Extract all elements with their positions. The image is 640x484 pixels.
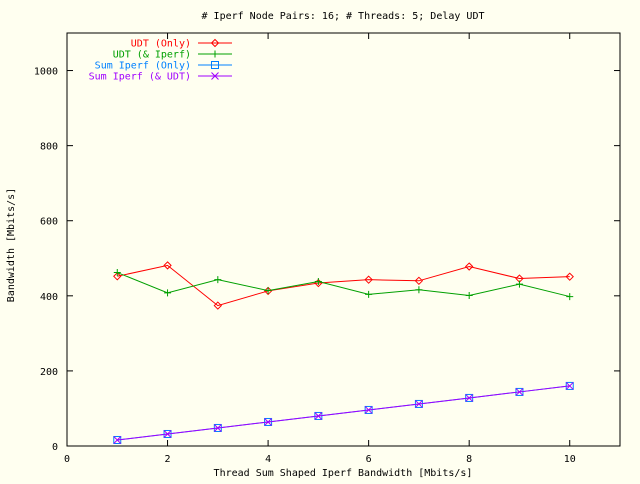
plot-marks: 0 200 400 600 800 1000 0 2 4 6 8 10 UDT (Only)UDT (&… bbox=[34, 33, 620, 465]
y-tick-label: 400 bbox=[40, 292, 58, 303]
data-point-sum-iperf-udt bbox=[415, 400, 423, 408]
data-point-udt-only bbox=[464, 262, 474, 271]
x-tick-label: 4 bbox=[265, 454, 271, 465]
legend-label-sum-iperf-only: Sum Iperf (Only) bbox=[95, 61, 191, 72]
series-line-udt-iperf bbox=[117, 272, 570, 298]
data-point-udt-only bbox=[163, 261, 172, 270]
legend-marker-sum-iperf-udt bbox=[211, 72, 219, 80]
data-point-sum-iperf-udt bbox=[364, 406, 373, 414]
legend-label-udt-iperf: UDT (& Iperf) bbox=[113, 50, 191, 61]
data-point-sum-iperf-udt bbox=[515, 388, 524, 396]
data-point-udt-only bbox=[213, 301, 223, 310]
series-line-sum-iperf-udt bbox=[117, 385, 570, 441]
legend-marker-sum-iperf-only bbox=[211, 61, 219, 69]
legend-marker-udt-only bbox=[210, 38, 220, 48]
data-point-udt-iperf bbox=[113, 269, 121, 277]
data-point-sum-iperf-udt bbox=[264, 418, 272, 426]
x-tick-label: 2 bbox=[165, 454, 171, 465]
x-tick-label: 8 bbox=[466, 454, 472, 465]
plot-frame bbox=[66, 32, 621, 447]
x-axis-label: Thread Sum Shaped Iperf Bandwidth [Mbits… bbox=[214, 468, 473, 479]
y-tick-label: 1000 bbox=[34, 67, 58, 78]
data-point-udt-iperf bbox=[314, 278, 322, 286]
data-point-udt-iperf bbox=[264, 287, 272, 295]
data-point-sum-iperf-udt bbox=[314, 412, 323, 420]
y-axis-label: Bandwidth [Mbits/s] bbox=[6, 188, 17, 302]
legend-label-sum-iperf-udt: Sum Iperf (& UDT) bbox=[89, 72, 191, 83]
x-tick-label: 0 bbox=[64, 454, 70, 465]
legend-marker-udt-iperf bbox=[211, 50, 219, 58]
x-tick-label: 6 bbox=[366, 454, 372, 465]
data-point-udt-only bbox=[565, 272, 574, 281]
data-point-sum-iperf-udt bbox=[113, 436, 122, 444]
data-point-udt-iperf bbox=[465, 291, 473, 299]
y-tick-label: 200 bbox=[40, 367, 58, 378]
data-point-udt-iperf bbox=[415, 286, 423, 294]
data-point-sum-iperf-udt bbox=[213, 424, 222, 432]
legend-label-udt-only: UDT (Only) bbox=[131, 39, 191, 50]
data-point-udt-iperf bbox=[214, 276, 222, 284]
data-point-sum-iperf-udt bbox=[163, 430, 172, 438]
data-point-udt-iperf bbox=[566, 293, 574, 301]
data-point-udt-iperf bbox=[515, 280, 523, 288]
data-point-udt-only bbox=[414, 276, 424, 286]
y-tick-label: 600 bbox=[40, 217, 58, 228]
y-tick-label: 800 bbox=[40, 142, 58, 153]
data-point-udt-iperf bbox=[365, 290, 373, 298]
data-point-udt-iperf bbox=[164, 289, 172, 297]
y-tick-label: 0 bbox=[52, 442, 58, 453]
series-line-udt-only bbox=[117, 264, 570, 307]
data-point-sum-iperf-udt bbox=[565, 382, 574, 390]
data-point-udt-only bbox=[113, 272, 122, 281]
data-point-sum-iperf-udt bbox=[465, 394, 474, 402]
chart-title: # Iperf Node Pairs: 16; # Threads: 5; De… bbox=[202, 11, 485, 22]
data-point-udt-only bbox=[364, 275, 373, 284]
x-tick-label: 10 bbox=[564, 454, 576, 465]
